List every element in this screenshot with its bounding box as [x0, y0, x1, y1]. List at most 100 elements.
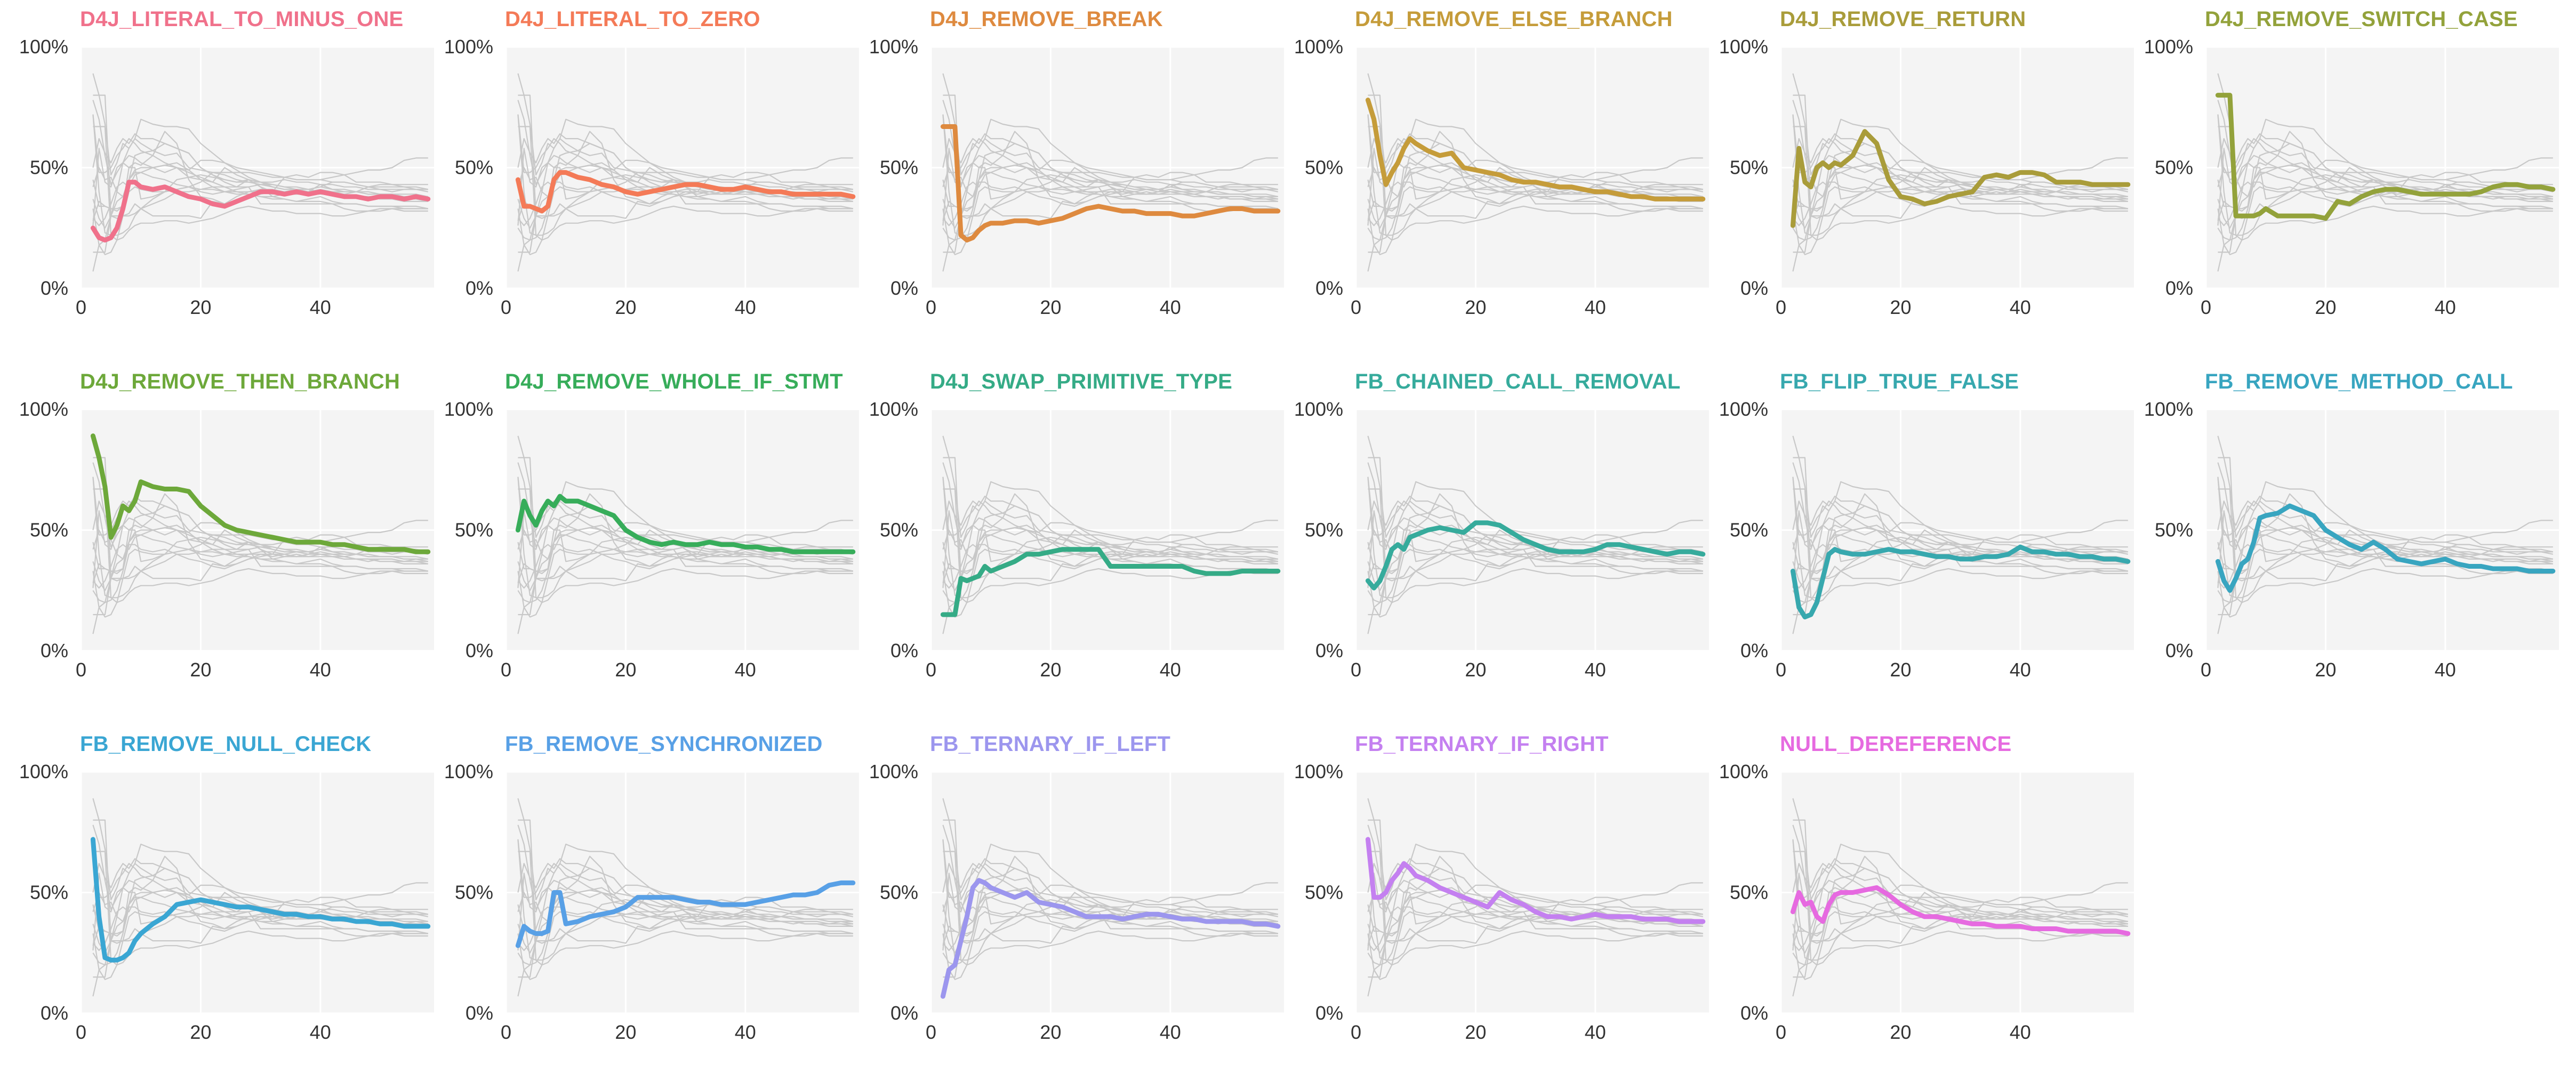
background-line-null-dereference — [2217, 162, 2554, 209]
background-line-fb-chained-call-removal — [1792, 884, 2129, 951]
highlight-line-d4j-remove-return — [1790, 129, 2131, 228]
background-line-null-dereference — [1367, 162, 1704, 209]
panel-title: FB_TERNARY_IF_RIGHT — [1355, 732, 1609, 756]
x-tick-label: 20 — [1890, 296, 1911, 318]
y-tick-label: 0% — [1740, 277, 1768, 299]
y-tick-label: 50% — [1305, 519, 1343, 541]
background-line-fb-chained-call-removal — [1367, 159, 1704, 227]
background-line-null-dereference — [517, 524, 854, 572]
panel-fb-ternary-if-right: FB_TERNARY_IF_RIGHT 0% 50% 100% 0 20 40 — [1275, 725, 1709, 1066]
x-tick-label: 40 — [2435, 659, 2456, 681]
y-tick-label: 100% — [2144, 398, 2193, 420]
panel-plot: 0% 50% 100% 0 20 40 — [19, 36, 434, 318]
panel-plot: 0% 50% 100% 0 20 40 — [19, 398, 434, 681]
y-tick-label: 100% — [444, 398, 493, 420]
x-tick-label: 20 — [615, 1021, 636, 1043]
panel-title: D4J_REMOVE_SWITCH_CASE — [2205, 7, 2518, 31]
y-tick-label: 50% — [2155, 519, 2193, 541]
panel-title: NULL_DEREFERENCE — [1780, 732, 2012, 756]
panel-d4j-literal-to-minus-one: D4J_LITERAL_TO_MINUS_ONE 0% 50% 100% 0 20 40 — [0, 0, 434, 341]
y-tick-label: 50% — [455, 519, 493, 541]
x-tick-label: 40 — [1160, 1021, 1181, 1043]
x-tick-label: 0 — [501, 659, 511, 681]
panel-title: FB_CHAINED_CALL_REMOVAL — [1355, 370, 1681, 393]
background-line-fb-ternary-if-right — [2217, 114, 2553, 197]
background-line-fb-ternary-if-right — [517, 477, 853, 560]
background-line-fb-remove-synchronized — [1792, 520, 2128, 584]
panel-plot: 0% 50% 100% 0 20 40 — [2144, 398, 2559, 681]
background-line-d4j-remove-return — [517, 493, 853, 588]
highlight-line-fb-flip-true-false — [1790, 544, 2131, 620]
x-tick-label: 20 — [2315, 296, 2336, 318]
background-line-fb-remove-synchronized — [942, 882, 1278, 946]
background-line-d4j-remove-break — [93, 851, 428, 966]
y-tick-label: 50% — [2155, 157, 2193, 179]
background-line-null-dereference — [1367, 887, 1704, 934]
x-tick-label: 0 — [76, 296, 86, 318]
panel-fb-chained-call-removal: FB_CHAINED_CALL_REMOVAL 0% 50% 100% 0 20 40 — [1275, 362, 1709, 704]
background-line-null-dereference — [942, 162, 1279, 209]
background-line-fb-flip-true-false — [92, 546, 429, 618]
background-line-d4j-remove-break — [943, 851, 1278, 966]
background-line-fb-ternary-if-right — [92, 114, 428, 197]
panel-title: D4J_REMOVE_ELSE_BRANCH — [1355, 7, 1673, 31]
background-line-null-dereference — [1367, 524, 1704, 572]
background-line-fb-remove-synchronized — [92, 520, 428, 584]
background-line-null-dereference — [92, 887, 429, 934]
x-tick-label: 40 — [2010, 1021, 2031, 1043]
y-tick-label: 100% — [444, 36, 493, 58]
y-tick-label: 0% — [466, 1002, 493, 1024]
y-tick-label: 0% — [466, 640, 493, 661]
background-line-fb-ternary-if-right — [942, 839, 1278, 922]
y-tick-label: 100% — [1719, 36, 1768, 58]
y-tick-label: 50% — [1305, 882, 1343, 903]
panel-fb-remove-method-call: FB_REMOVE_METHOD_CALL 0% 50% 100% 0 20 40 — [2125, 362, 2559, 704]
highlight-line-fb-remove-null-check — [90, 837, 431, 963]
background-line-fb-flip-true-false — [517, 909, 854, 980]
background-line-null-dereference — [92, 524, 429, 572]
x-tick-label: 20 — [615, 659, 636, 681]
panel-plot: 0% 50% 100% 0 20 40 — [2144, 36, 2559, 318]
y-tick-label: 100% — [2144, 36, 2193, 58]
panel-d4j-remove-switch-case: D4J_REMOVE_SWITCH_CASE 0% 50% 100% 0 20 40 — [2125, 0, 2559, 341]
background-line-d4j-remove-return — [92, 855, 428, 951]
panel-plot: 0% 50% 100% 0 20 40 — [1719, 398, 2134, 681]
x-tick-label: 0 — [501, 1021, 511, 1043]
highlight-line-fb-chained-call-removal — [1365, 520, 1706, 591]
highlight-line-fb-ternary-if-right — [1365, 837, 1706, 924]
background-line-d4j-remove-break — [1368, 851, 1703, 966]
highlight-line-d4j-remove-break — [940, 124, 1281, 243]
background-line-d4j-remove-return — [517, 131, 853, 226]
highlight-line-d4j-remove-switch-case — [2215, 93, 2556, 221]
y-tick-label: 50% — [1305, 157, 1343, 179]
y-tick-label: 100% — [1294, 398, 1343, 420]
x-tick-label: 20 — [1040, 1021, 1061, 1043]
x-tick-label: 20 — [1465, 1021, 1486, 1043]
background-line-fb-ternary-if-right — [942, 477, 1278, 560]
y-tick-label: 100% — [1294, 761, 1343, 782]
background-line-fb-flip-true-false — [942, 546, 1279, 618]
y-tick-label: 100% — [444, 761, 493, 782]
panel-title: FB_REMOVE_SYNCHRONIZED — [505, 732, 823, 756]
x-tick-label: 20 — [1040, 659, 1061, 681]
background-line-fb-chained-call-removal — [942, 159, 1279, 227]
background-line-d4j-remove-break — [1793, 851, 2128, 966]
background-line-d4j-remove-return — [2217, 493, 2553, 588]
background-line-fb-remove-synchronized — [92, 882, 428, 946]
panel-null-dereference: NULL_DEREFERENCE 0% 50% 100% 0 20 40 — [1700, 725, 2134, 1066]
x-tick-label: 20 — [1040, 296, 1061, 318]
x-tick-label: 40 — [2435, 296, 2456, 318]
panel-title: D4J_LITERAL_TO_ZERO — [505, 7, 760, 31]
panel-plot: 0% 50% 100% 0 20 40 — [1294, 36, 1709, 318]
panel-title: D4J_REMOVE_WHOLE_IF_STMT — [505, 370, 843, 393]
background-line-d4j-remove-return — [1792, 493, 2128, 588]
background-line-d4j-remove-return — [942, 493, 1278, 588]
highlight-line-null-dereference — [1790, 885, 2131, 936]
y-tick-label: 100% — [1294, 36, 1343, 58]
background-line-fb-chained-call-removal — [942, 522, 1279, 589]
panel-d4j-remove-return: D4J_REMOVE_RETURN 0% 50% 100% 0 20 40 — [1700, 0, 2134, 341]
x-tick-label: 40 — [2010, 659, 2031, 681]
background-line-fb-flip-true-false — [517, 546, 854, 618]
panel-title: D4J_REMOVE_BREAK — [930, 7, 1163, 31]
